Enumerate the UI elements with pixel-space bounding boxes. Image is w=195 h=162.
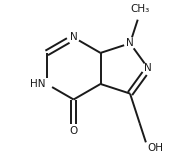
Text: OH: OH xyxy=(148,143,164,153)
Text: HN: HN xyxy=(30,79,46,89)
Text: O: O xyxy=(69,126,78,136)
Text: N: N xyxy=(144,64,152,73)
Text: CH₃: CH₃ xyxy=(130,4,149,14)
Text: N: N xyxy=(126,38,134,48)
Text: N: N xyxy=(70,32,77,42)
